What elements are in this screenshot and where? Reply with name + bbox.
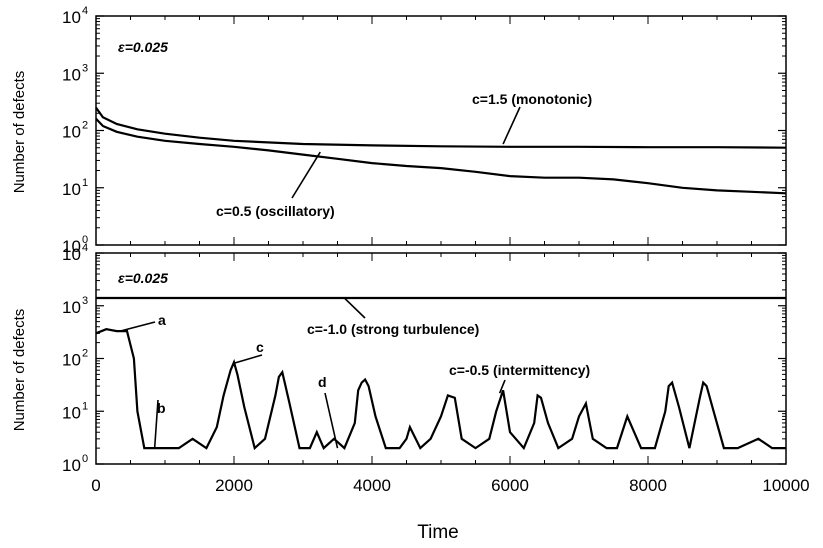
top-panel-frame xyxy=(95,15,787,246)
x-axis-title: Time xyxy=(417,522,459,543)
annotation-c-1.0: c=-1.0 (strong turbulence) xyxy=(307,321,479,337)
annotation-c-0.5: c=-0.5 (intermittency) xyxy=(449,362,590,378)
y-tick-exponent: 0 xyxy=(82,234,88,246)
leader-line xyxy=(153,399,159,449)
y-tick-label: 10 xyxy=(62,403,81,422)
leader-line xyxy=(291,151,321,199)
leader-line xyxy=(232,354,263,365)
y-tick-exponent: 1 xyxy=(82,400,88,412)
bottom-panel-series xyxy=(95,296,786,451)
leader-line xyxy=(502,106,521,145)
annotation-leaders xyxy=(119,106,521,449)
top-panel-series xyxy=(95,107,787,195)
annotation-a: a xyxy=(158,312,166,328)
y-tick-label: 10 xyxy=(62,456,81,475)
y-tick-label: 10 xyxy=(62,245,81,264)
bottom-epsilon-label: ε=0.025 xyxy=(118,270,168,286)
y-tick-exponent: 4 xyxy=(82,242,88,254)
annotation-c1.5: c=1.5 (monotonic) xyxy=(472,91,592,107)
top-epsilon-label: ε=0.025 xyxy=(118,39,168,55)
y-tick-label: 10 xyxy=(62,65,81,84)
leader-line xyxy=(343,297,366,319)
x-tick-label: 6000 xyxy=(491,476,529,495)
x-axis-ticks: 0 2000 4000 6000 8000 10000 xyxy=(91,476,809,495)
y-tick-exponent: 2 xyxy=(82,348,88,360)
leader-line xyxy=(498,379,506,394)
y-tick-exponent: 2 xyxy=(82,120,88,132)
top-ylabel: Number of defects xyxy=(11,71,28,194)
annotation-b: b xyxy=(157,400,166,416)
series-line-0-0 xyxy=(95,107,787,149)
y-tick-exponent: 3 xyxy=(82,295,88,307)
x-tick-label: 4000 xyxy=(353,476,391,495)
y-tick-label: 10 xyxy=(62,123,81,142)
x-tick-label: 8000 xyxy=(629,476,667,495)
x-tick-label: 2000 xyxy=(215,476,253,495)
y-tick-exponent: 1 xyxy=(82,177,88,189)
bottom-ylabel: Number of defects xyxy=(11,309,28,432)
y-tick-label: 10 xyxy=(62,237,81,256)
y-tick-label: 10 xyxy=(62,351,81,370)
series-line-0-1 xyxy=(95,118,787,195)
series-line-1-1 xyxy=(95,328,786,451)
y-tick-label: 10 xyxy=(62,298,81,317)
annotation-c: c xyxy=(256,339,264,355)
y-tick-exponent: 0 xyxy=(82,453,88,465)
annotation-d: d xyxy=(318,374,327,390)
y-tick-exponent: 3 xyxy=(82,62,88,74)
leader-line xyxy=(119,321,156,332)
x-tick-label: 0 xyxy=(91,476,100,495)
bottom-panel-frame xyxy=(95,252,787,465)
y-tick-exponent: 4 xyxy=(82,5,88,17)
leader-line xyxy=(324,392,339,449)
y-tick-label: 10 xyxy=(62,180,81,199)
y-tick-label: 10 xyxy=(62,8,81,27)
x-tick-label: 10000 xyxy=(762,476,809,495)
annotation-c0.5: c=0.5 (oscillatory) xyxy=(216,203,335,219)
